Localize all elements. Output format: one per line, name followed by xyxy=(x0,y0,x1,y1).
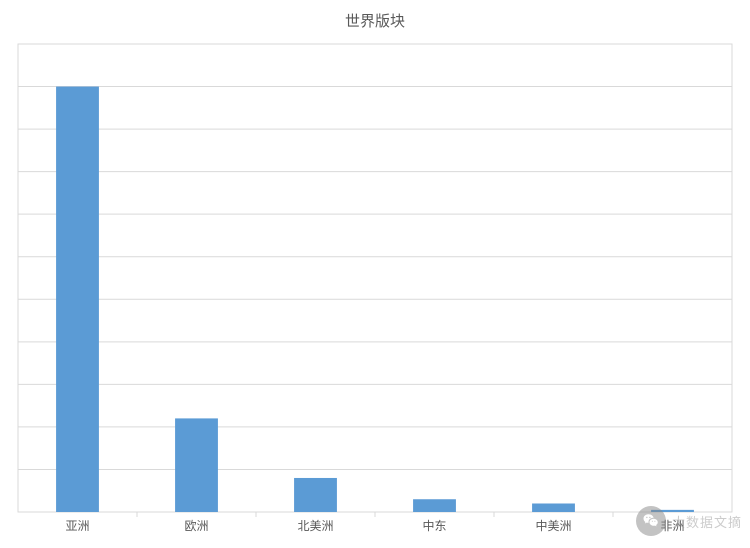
x-axis-label: 中美洲 xyxy=(535,518,571,533)
x-axis-label: 亚洲 xyxy=(65,519,89,533)
bar xyxy=(413,499,456,512)
x-axis-label: 欧洲 xyxy=(184,519,208,533)
chart-canvas: 世界版块亚洲欧洲北美洲中东中美洲非洲 xyxy=(0,0,750,548)
wechat-icon xyxy=(636,506,666,536)
x-axis-label: 北美洲 xyxy=(297,519,333,533)
chart-title: 世界版块 xyxy=(345,13,405,30)
x-axis-label: 中东 xyxy=(422,518,446,533)
watermark: 大数据文摘 xyxy=(636,506,742,536)
bar xyxy=(175,418,218,512)
bar xyxy=(532,503,575,512)
bar-chart: 世界版块亚洲欧洲北美洲中东中美洲非洲 xyxy=(0,0,750,548)
bar xyxy=(56,87,99,512)
watermark-text: 大数据文摘 xyxy=(672,512,742,531)
bar xyxy=(294,478,337,512)
